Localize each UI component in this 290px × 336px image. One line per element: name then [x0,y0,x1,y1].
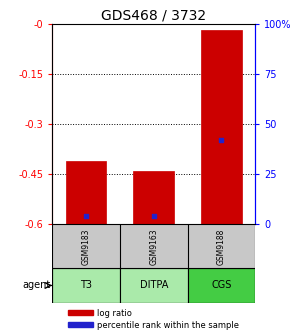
Text: agent: agent [23,281,51,290]
Point [151,214,156,219]
Bar [133,171,174,224]
Point [84,214,88,219]
FancyBboxPatch shape [52,224,255,268]
Text: CGS: CGS [211,281,231,290]
Point [219,137,224,142]
FancyBboxPatch shape [188,268,255,302]
Text: percentile rank within the sample: percentile rank within the sample [97,321,239,330]
Text: log ratio: log ratio [97,308,132,318]
Text: GSM9163: GSM9163 [149,228,158,265]
Text: GSM9188: GSM9188 [217,228,226,264]
FancyBboxPatch shape [52,268,120,302]
Bar [66,161,106,224]
FancyBboxPatch shape [120,268,188,302]
Text: GSM9183: GSM9183 [81,228,90,264]
Bar [68,322,93,327]
Text: T3: T3 [80,281,92,290]
Bar [201,30,242,224]
Bar [68,310,93,315]
Text: DITPA: DITPA [139,281,168,290]
Title: GDS468 / 3732: GDS468 / 3732 [101,8,206,23]
